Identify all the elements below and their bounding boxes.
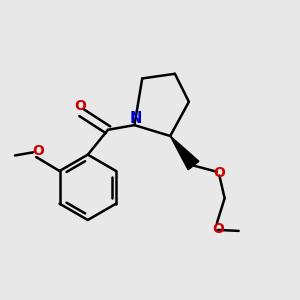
Text: O: O (74, 100, 86, 113)
Text: O: O (212, 222, 224, 236)
Text: O: O (213, 166, 225, 180)
Text: N: N (129, 111, 142, 126)
Text: O: O (32, 144, 44, 158)
Polygon shape (170, 136, 199, 170)
